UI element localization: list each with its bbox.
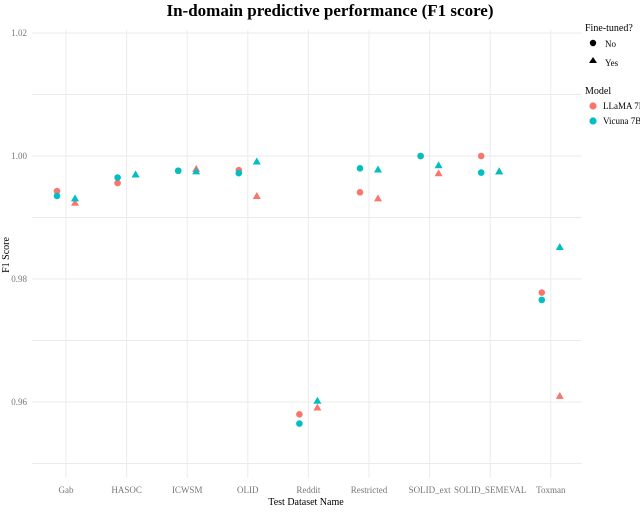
- y-tick-label: 1.00: [11, 151, 27, 161]
- x-tick-label: OLID: [237, 485, 259, 495]
- data-point-circle: [477, 169, 485, 176]
- data-point-triangle: [434, 169, 443, 177]
- x-tick-label: HASOC: [111, 485, 142, 495]
- y-tick-label: 0.98: [11, 274, 27, 284]
- legend-vicuna-label: Vicuna 7B: [603, 116, 640, 126]
- data-point-circle: [356, 165, 364, 172]
- legend-vicuna-key: [589, 117, 597, 125]
- data-point-circle: [296, 411, 303, 418]
- legend-llama-label: LLaMA 7B: [603, 101, 640, 111]
- data-point-circle: [114, 179, 121, 187]
- data-point-circle: [356, 188, 364, 196]
- data-point-circle: [114, 174, 121, 181]
- data-point-circle: [417, 152, 424, 160]
- x-axis-ticks: Gab HASOC ICWSM OLID Reddit Restricted SOLID_e…: [59, 485, 566, 495]
- legend-llama-key: [589, 102, 597, 110]
- data-point-circle: [538, 296, 546, 304]
- grid: [32, 30, 582, 478]
- legend-model-title: Model: [585, 86, 611, 97]
- y-axis-label: F1 Score: [1, 237, 12, 273]
- data-point-circle: [53, 187, 61, 195]
- legend-no-label: No: [605, 39, 616, 49]
- y-tick-label: 0.96: [11, 397, 27, 407]
- y-axis-ticks: 0.96 0.98 1.00 1.02: [11, 28, 27, 407]
- data-point-circle: [53, 192, 61, 200]
- data-point-triangle: [495, 167, 504, 175]
- data-point-circle: [296, 420, 303, 427]
- data-point-triangle: [131, 170, 140, 178]
- data-point-circle: [174, 167, 182, 175]
- data-point-triangle: [555, 391, 564, 399]
- chart-title: In-domain predictive performance (F1 sco…: [166, 1, 493, 20]
- data-point-circle: [538, 289, 546, 296]
- x-tick-label: SOLID_ext: [409, 485, 451, 495]
- legend-triangle-key: [589, 57, 597, 63]
- x-tick-label: SOLID_SEMEVAL: [454, 485, 526, 495]
- x-axis-label: Test Dataset Name: [268, 497, 344, 507]
- data-point-triangle: [71, 198, 79, 206]
- data-point-circle: [477, 152, 485, 160]
- legend: Fine-tuned? No Yes Model LLaMA 7B Vicuna…: [585, 23, 640, 126]
- data-point-triangle: [192, 167, 201, 175]
- data-point-triangle: [252, 191, 261, 199]
- data-point-triangle: [374, 165, 382, 173]
- x-tick-label: Gab: [59, 485, 74, 495]
- legend-yes-label: Yes: [605, 58, 619, 68]
- x-tick-label: Reddit: [296, 485, 320, 495]
- data-point-triangle: [313, 396, 322, 404]
- data-point-triangle: [71, 194, 79, 202]
- x-tick-label: Restricted: [351, 485, 388, 495]
- data-point-circle: [235, 169, 243, 177]
- y-tick-label: 1.02: [11, 28, 27, 38]
- data-point-triangle: [555, 243, 564, 251]
- data-point-triangle: [434, 161, 443, 169]
- data-point-triangle: [252, 157, 261, 165]
- x-tick-label: Toxman: [536, 485, 566, 495]
- data-point-triangle: [313, 403, 322, 411]
- legend-circle-key: [589, 39, 597, 47]
- data-points: [53, 152, 564, 427]
- x-tick-label: ICWSM: [172, 485, 203, 495]
- legend-shape-title: Fine-tuned?: [585, 23, 633, 34]
- data-point-triangle: [374, 194, 382, 202]
